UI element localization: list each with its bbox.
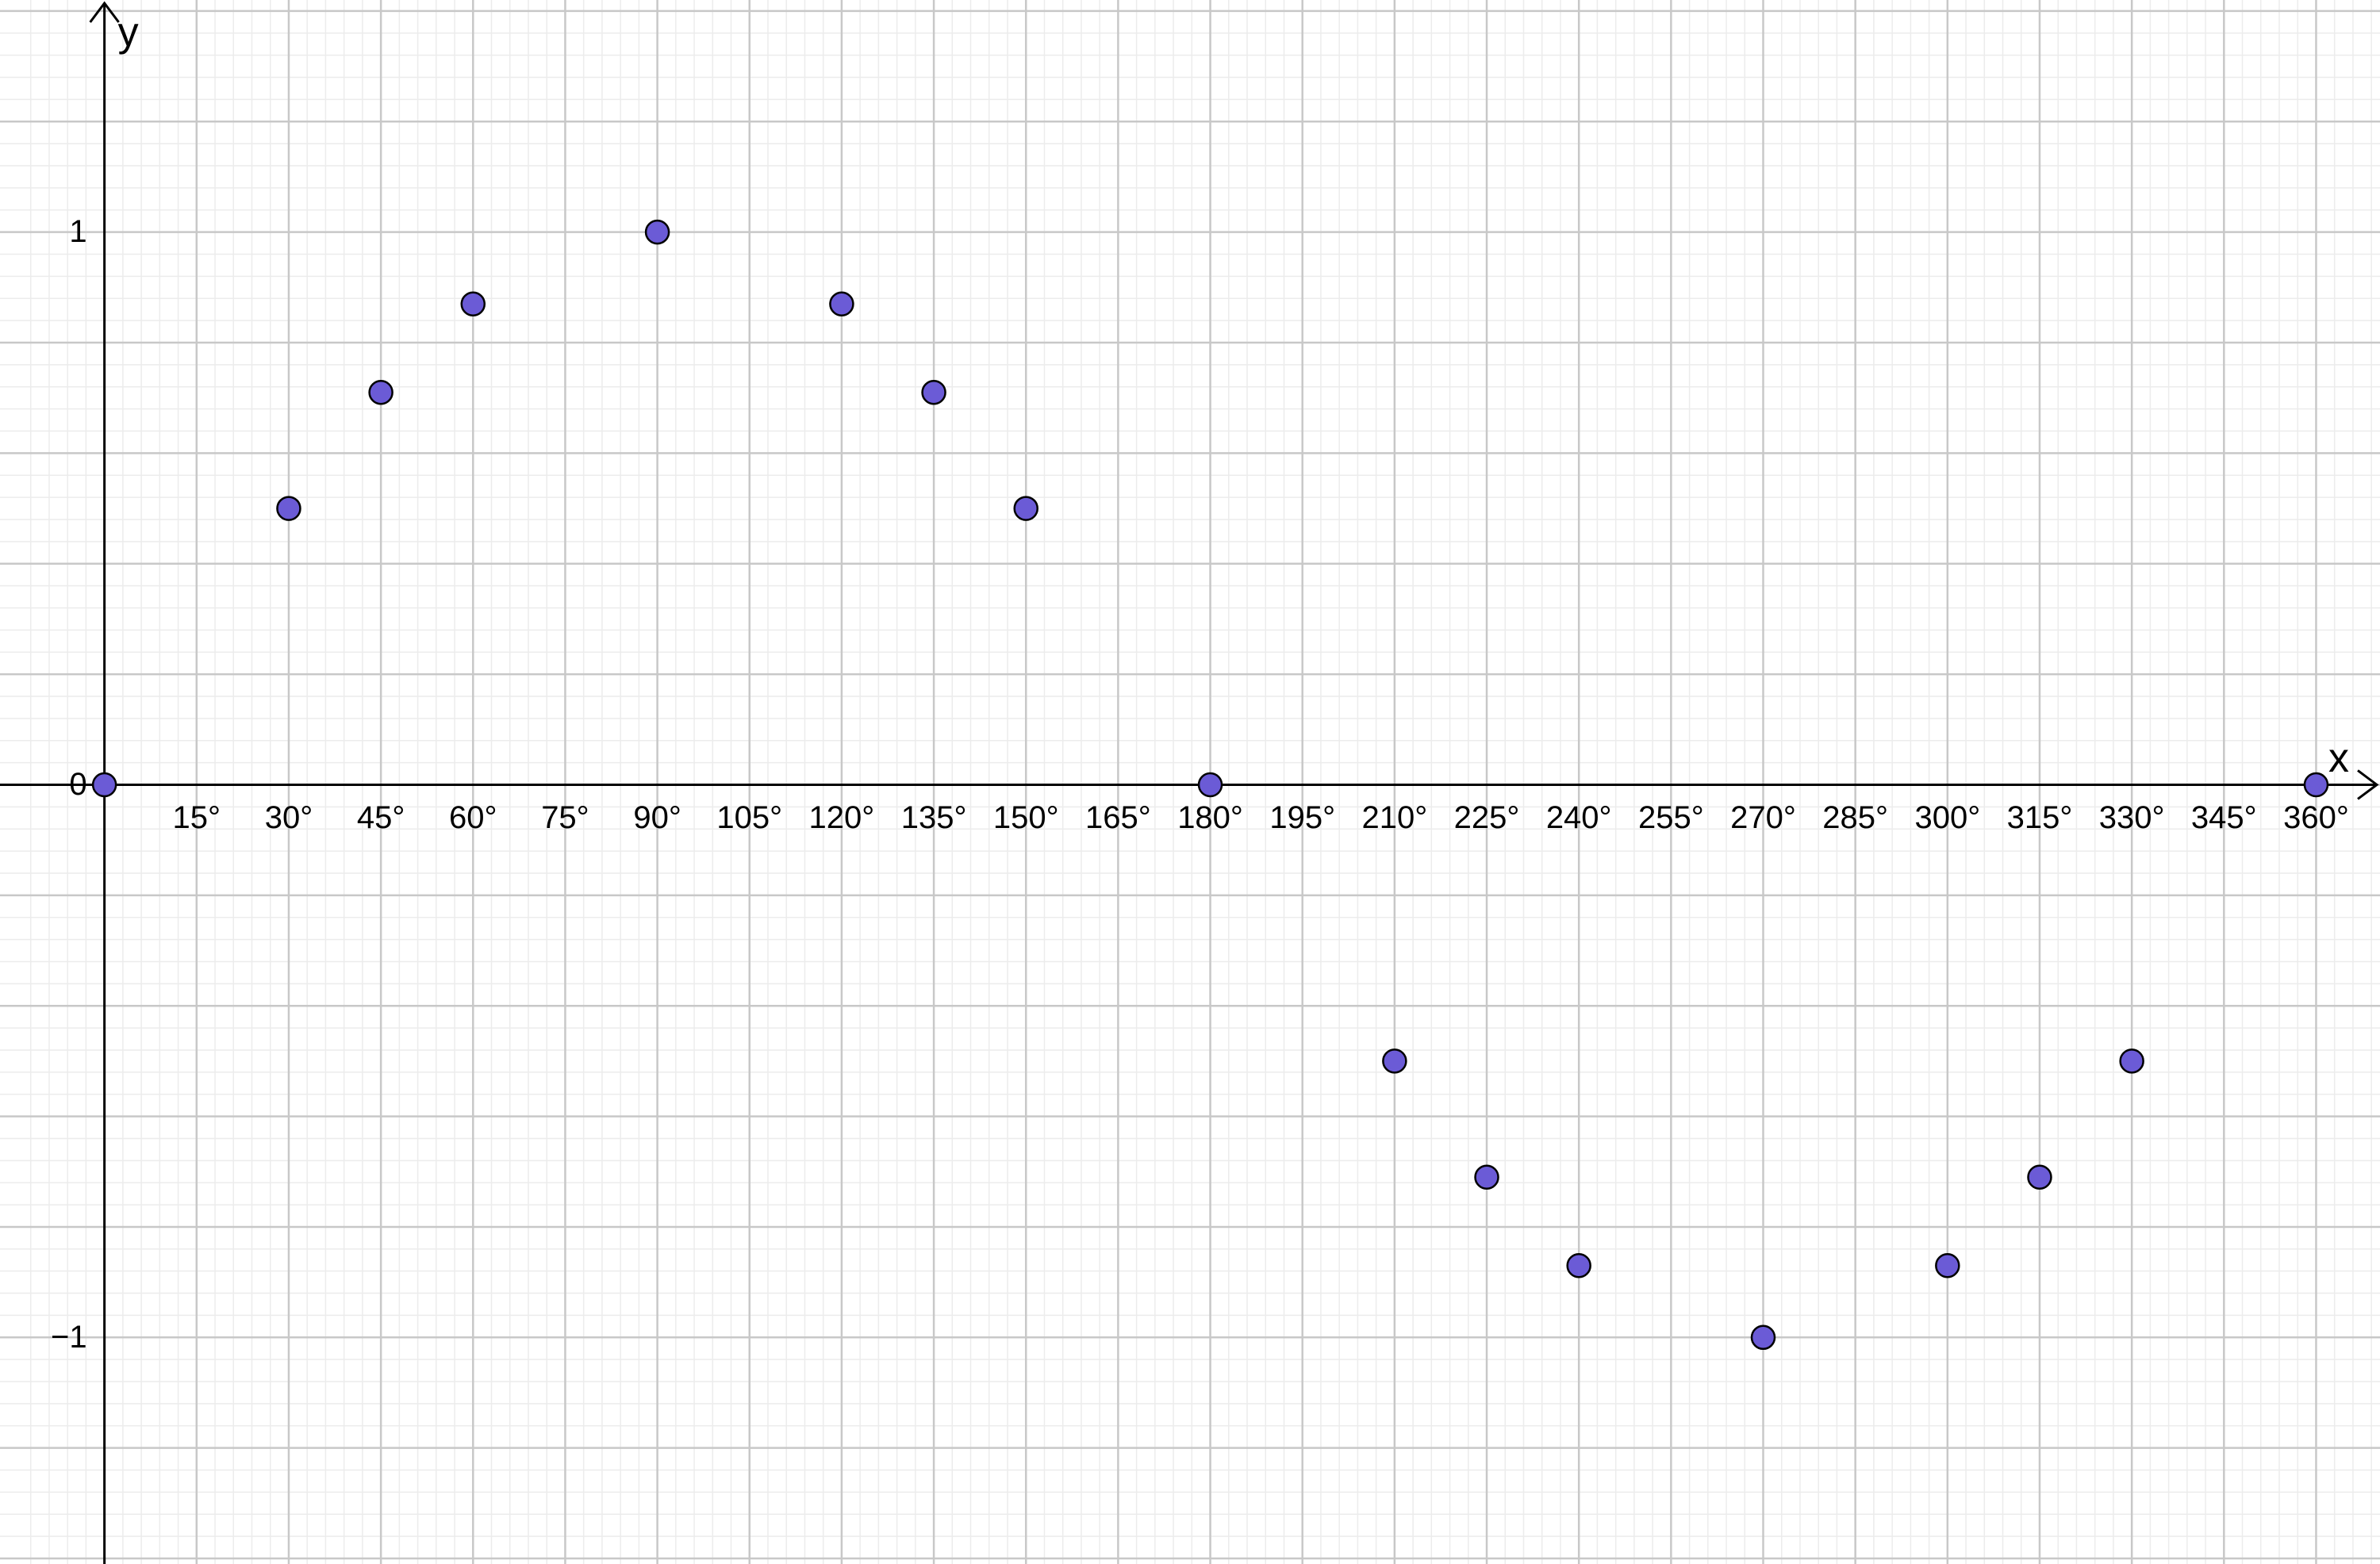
x-tick-label: 30°: [265, 800, 313, 835]
x-tick-label: 240°: [1546, 800, 1612, 835]
x-axis-arrow: [2357, 769, 2379, 800]
x-tick-label: 315°: [2007, 800, 2073, 835]
point: [460, 291, 486, 317]
point: [276, 496, 301, 521]
x-tick-label: 15°: [173, 800, 221, 835]
y-tick-label: 0: [69, 767, 86, 802]
point: [2119, 1048, 2144, 1074]
x-tick-label: 285°: [1822, 800, 1888, 835]
x-tick-label: 360°: [2283, 800, 2349, 835]
point: [2303, 772, 2329, 798]
x-tick-label: 60°: [449, 800, 497, 835]
x-tick-label: 105°: [716, 800, 782, 835]
x-tick-label: 90°: [633, 800, 681, 835]
x-tick-label: 330°: [2099, 800, 2165, 835]
point: [1197, 772, 1223, 798]
y-tick-label: −1: [51, 1320, 87, 1355]
x-tick-label: 225°: [1454, 800, 1520, 835]
x-tick-label: 75°: [541, 800, 589, 835]
point: [1013, 496, 1038, 521]
point: [829, 291, 854, 317]
x-tick-label: 135°: [901, 800, 967, 835]
y-tick-label: 1: [69, 214, 86, 249]
x-tick-label: 345°: [2191, 800, 2257, 835]
marks: [91, 219, 2329, 1351]
x-tick-label: 180°: [1177, 800, 1243, 835]
x-tick-label: 300°: [1914, 800, 1980, 835]
x-axis-label: x: [2328, 735, 2349, 781]
y-axis-label: y: [118, 10, 139, 56]
labels: x y 15° 30° 45° 60° 75° 90° 105° 120° 135° 150° 165°…: [51, 10, 2349, 1355]
point: [921, 379, 946, 405]
point: [1566, 1252, 1591, 1278]
x-tick-label: 45°: [357, 800, 405, 835]
point: [1474, 1164, 1499, 1190]
point: [1935, 1252, 1960, 1278]
x-tick-label: 120°: [809, 800, 875, 835]
x-tick-label: 150°: [993, 800, 1059, 835]
x-tick-label: 210°: [1362, 800, 1428, 835]
y-axis-arrow: [89, 1, 120, 23]
x-tick-label: 195°: [1269, 800, 1335, 835]
point: [1750, 1324, 1776, 1351]
point: [2027, 1164, 2052, 1190]
point: [368, 379, 393, 405]
x-tick-label: 270°: [1730, 800, 1796, 835]
x-tick-label: 255°: [1638, 800, 1704, 835]
point: [1382, 1048, 1407, 1074]
point: [91, 772, 117, 798]
x-tick-label: 165°: [1085, 800, 1151, 835]
point: [644, 219, 670, 245]
